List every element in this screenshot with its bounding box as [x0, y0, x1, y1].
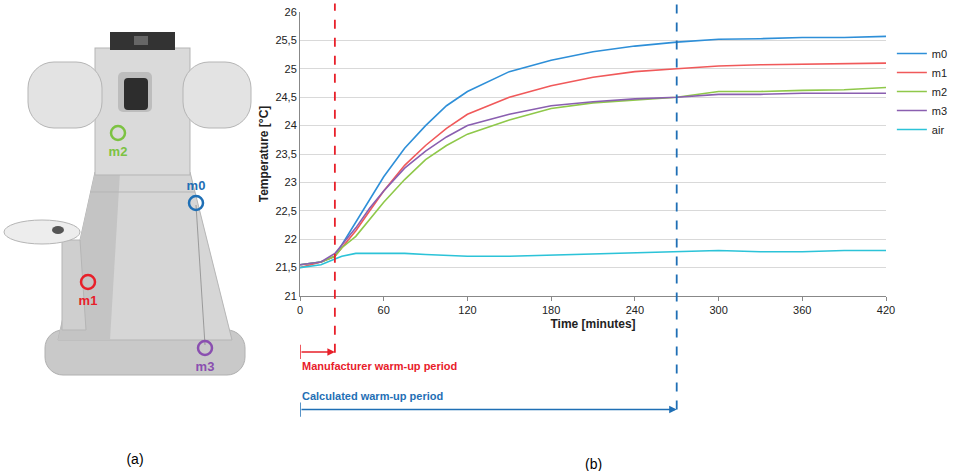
svg-text:300: 300 [709, 304, 727, 316]
svg-text:(a): (a) [126, 451, 143, 467]
svg-text:23: 23 [285, 176, 297, 188]
svg-text:Temperature [°C]: Temperature [°C] [257, 106, 271, 203]
svg-text:m1: m1 [932, 67, 947, 79]
svg-text:m3: m3 [932, 105, 947, 117]
svg-text:m0: m0 [187, 178, 206, 193]
svg-text:m1: m1 [79, 293, 98, 308]
svg-text:23,5: 23,5 [275, 148, 296, 160]
svg-text:24: 24 [285, 119, 297, 131]
svg-text:Time [minutes]: Time [minutes] [550, 317, 635, 331]
svg-text:360: 360 [793, 304, 811, 316]
svg-text:25: 25 [285, 63, 297, 75]
svg-text:420: 420 [877, 304, 895, 316]
svg-text:25,5: 25,5 [275, 34, 296, 46]
svg-text:60: 60 [378, 304, 390, 316]
svg-text:m2: m2 [932, 86, 947, 98]
svg-text:0: 0 [297, 304, 303, 316]
svg-text:180: 180 [542, 304, 560, 316]
svg-text:m3: m3 [196, 359, 215, 374]
svg-text:Manufacturer warm-up period: Manufacturer warm-up period [302, 360, 457, 372]
svg-text:22,5: 22,5 [275, 205, 296, 217]
svg-text:(b): (b) [585, 456, 602, 471]
svg-text:m0: m0 [932, 48, 947, 60]
svg-text:air: air [932, 124, 945, 136]
svg-text:22: 22 [285, 233, 297, 245]
svg-text:26: 26 [285, 6, 297, 18]
svg-text:24,5: 24,5 [275, 91, 296, 103]
svg-text:Calculated warm-up period: Calculated warm-up period [302, 390, 443, 402]
svg-text:120: 120 [458, 304, 476, 316]
svg-text:240: 240 [626, 304, 644, 316]
svg-text:21,5: 21,5 [275, 261, 296, 273]
svg-text:m2: m2 [109, 144, 128, 159]
svg-text:21: 21 [285, 290, 297, 302]
